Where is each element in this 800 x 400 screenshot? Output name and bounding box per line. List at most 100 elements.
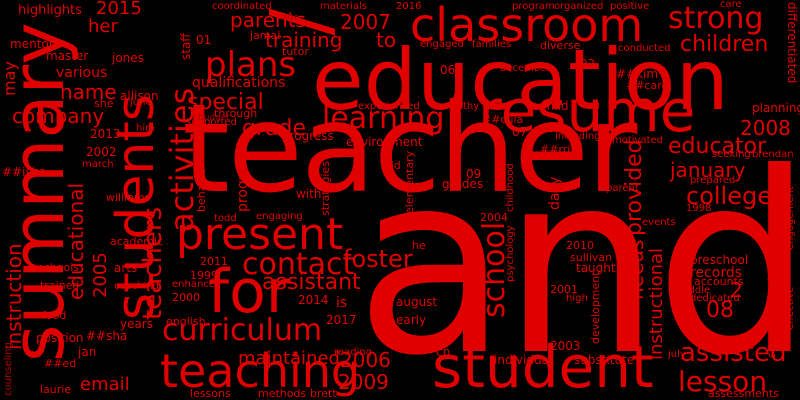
word-individual: individual <box>494 353 553 367</box>
word-grade: grade <box>242 116 306 141</box>
word-january: january <box>670 158 746 182</box>
word-2003: 2003 <box>550 339 581 353</box>
word-various: various <box>56 65 108 81</box>
word-needs: needs <box>624 239 648 300</box>
word-isha: ##isha <box>2 165 47 179</box>
word-program: program <box>512 1 555 12</box>
word-jamal: jamal <box>250 29 281 42</box>
word-her: her <box>88 16 118 37</box>
word-cula: ##cula <box>482 113 524 126</box>
word-daily: daily <box>547 176 563 210</box>
word-college: college <box>686 182 772 210</box>
word-methods: methods <box>258 387 307 400</box>
word-engaging: engaging <box>256 211 303 222</box>
word-02: 02 <box>580 57 596 71</box>
word-learning: learning <box>322 101 445 136</box>
word-july: july <box>668 349 686 360</box>
word-december: december <box>500 63 551 74</box>
word-2004: 2004 <box>480 211 508 224</box>
word-assistant: assistant <box>262 270 361 295</box>
word-instruction: instruction <box>2 243 26 350</box>
word-2008: 2008 <box>740 116 791 140</box>
word-educator: educator <box>668 134 767 159</box>
word-allison: allison <box>120 89 159 103</box>
word-present: present <box>176 209 344 260</box>
word-special: special <box>187 90 264 115</box>
word-behavior: behavior <box>195 163 208 212</box>
word-cp: cp <box>436 345 451 359</box>
word-coaching: coaching <box>114 281 160 292</box>
word-teachers: teachers <box>138 206 168 320</box>
word-aid: aid <box>384 159 401 172</box>
word-09: 09 <box>466 167 482 181</box>
word-grades: grades <box>442 177 484 191</box>
word-including: including <box>555 131 601 142</box>
word-effective: effective <box>785 286 796 330</box>
word-planning: planning <box>752 101 800 115</box>
word-differentiated: differentiated <box>785 2 799 84</box>
word-education: education <box>312 31 729 129</box>
word-for: for <box>208 257 291 327</box>
word-assisted: assisted <box>680 338 787 368</box>
word-events: events <box>642 217 676 228</box>
word-06: 06 <box>440 63 456 77</box>
word-early: early <box>396 313 427 327</box>
word-instructional: instructional <box>646 247 667 360</box>
word-she: she <box>94 97 114 110</box>
word-motivated: motivated <box>612 135 664 146</box>
word-teacher: teacher <box>182 78 637 220</box>
word-name: name <box>60 80 117 104</box>
word-mccarthy: mccarthy <box>432 101 480 112</box>
word-families: families <box>472 39 512 50</box>
word-2005: 2005 <box>90 252 111 298</box>
word-2002: 2002 <box>86 145 117 159</box>
word-laurie: laurie <box>40 383 72 396</box>
word-company: company <box>12 104 105 128</box>
word-academic: academic <box>110 235 164 248</box>
word-schools: schools <box>38 261 79 274</box>
word-high: high <box>566 293 588 304</box>
word-assessments: assessments <box>708 387 779 400</box>
word-training: training <box>265 28 343 52</box>
word-sha: ##sha <box>86 329 128 343</box>
word-2007: 2007 <box>340 10 391 34</box>
word-tutor: tutor <box>282 45 309 58</box>
word-contact: contact <box>242 247 355 282</box>
word-reading: reading <box>334 347 372 358</box>
word-lessons: lessons <box>190 387 231 400</box>
word-strong: strong <box>668 1 764 36</box>
word-age: age <box>282 13 299 23</box>
word-middle: middle <box>676 285 711 296</box>
word-2015: 2015 <box>96 0 142 19</box>
word-materials: materials <box>320 1 367 12</box>
word-1998: 1998 <box>686 203 712 214</box>
word-positive: positive <box>610 1 650 12</box>
word-master: master <box>46 49 89 63</box>
word-is: is <box>336 295 348 311</box>
word-psychology: psychology <box>505 225 516 282</box>
word-supported: supported <box>186 117 237 128</box>
word-substitute: substitute <box>574 353 635 367</box>
word-march: march <box>82 159 114 170</box>
word-2014: 2014 <box>298 293 329 307</box>
word-diverse: diverse <box>540 39 581 52</box>
word-parent: parent <box>606 183 639 194</box>
word-english: english <box>166 315 206 328</box>
word-jones: jones <box>112 51 144 65</box>
word-june: june <box>130 97 152 108</box>
word-mentor: mentor <box>10 37 54 51</box>
word-lesson: lesson <box>678 365 768 398</box>
word-elementary: elementary <box>403 150 416 214</box>
word-brett: brett <box>310 387 337 400</box>
word-parents: parents <box>230 8 306 32</box>
word-he: he <box>412 239 426 252</box>
word-to: to <box>376 28 397 52</box>
word-progress: progress <box>282 129 334 143</box>
word-through: through <box>214 107 258 120</box>
word-kim: ##kim <box>616 67 659 81</box>
word-todd: todd <box>214 213 237 224</box>
word-qualifications: qualifications <box>192 75 286 91</box>
word-student: student <box>432 333 654 400</box>
word-teaching: teaching <box>160 344 361 398</box>
